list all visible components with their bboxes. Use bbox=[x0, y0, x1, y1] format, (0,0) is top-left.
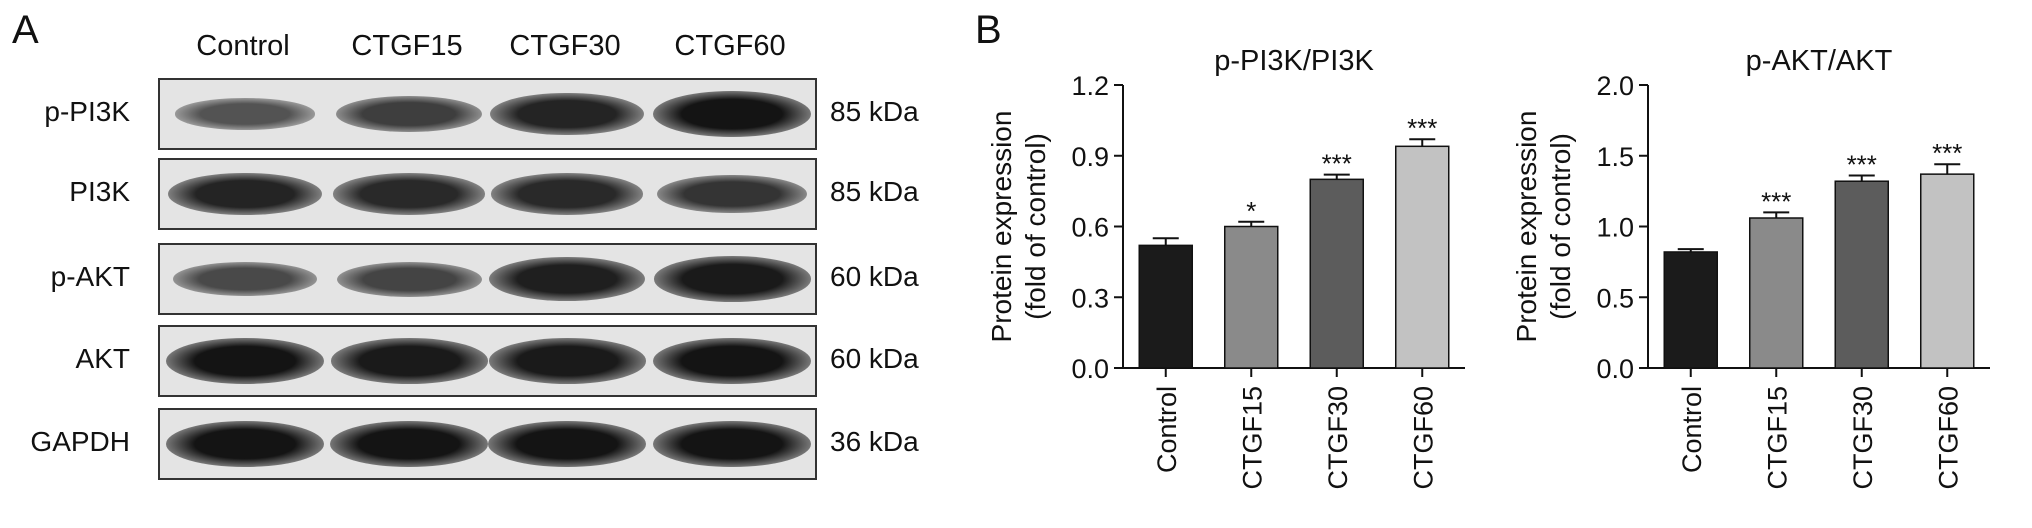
blot-strip bbox=[158, 408, 817, 480]
significance-marker: *** bbox=[1761, 186, 1791, 216]
y-tick-label: 1.0 bbox=[1596, 213, 1634, 243]
y-tick-label: 0.5 bbox=[1596, 283, 1634, 313]
bar-ctgf60 bbox=[1394, 145, 1450, 369]
blot-band bbox=[165, 420, 325, 468]
blot-row-label: p-AKT bbox=[50, 261, 130, 292]
significance-marker: *** bbox=[1407, 113, 1437, 143]
lane-header-ctgf30: CTGF30 bbox=[509, 30, 621, 62]
panel-a-letter: A bbox=[12, 8, 39, 52]
y-tick-label: 0.3 bbox=[1071, 283, 1109, 313]
x-tick-label: Control bbox=[1152, 386, 1182, 473]
x-tick-label: CTGF60 bbox=[1933, 386, 1963, 490]
bar-ctgf15 bbox=[1223, 225, 1279, 369]
x-tick-label: CTGF30 bbox=[1848, 386, 1878, 490]
blot-band bbox=[332, 173, 486, 215]
chart-p-akt: p-AKT/AKT Protein expression (fold of cont… bbox=[1511, 45, 1990, 490]
blot-band bbox=[336, 261, 482, 297]
blot-band bbox=[489, 256, 645, 302]
y-axis-label-unit: (fold of control) bbox=[1020, 133, 1051, 320]
chart-title: p-AKT/AKT bbox=[1746, 45, 1893, 77]
y-axis-label: Protein expression bbox=[986, 111, 1017, 343]
blot-band bbox=[652, 90, 812, 138]
y-axis-label: Protein expression bbox=[1511, 111, 1542, 343]
lane-header-ctgf15: CTGF15 bbox=[351, 30, 463, 62]
blot-row-label: p-PI3K bbox=[44, 96, 130, 127]
panel-b-letter: B bbox=[975, 8, 1002, 52]
blot-band bbox=[329, 420, 489, 468]
blot-kda-label: 60 kDa bbox=[830, 343, 919, 374]
blot-strip bbox=[158, 243, 817, 315]
blot-band bbox=[487, 420, 647, 468]
x-tick-label: CTGF15 bbox=[1762, 386, 1792, 490]
y-tick-label: 2.0 bbox=[1596, 71, 1634, 101]
x-tick-label: Control bbox=[1677, 386, 1707, 473]
x-tick-label: CTGF60 bbox=[1408, 386, 1438, 490]
blot-band bbox=[173, 262, 317, 296]
y-tick-label: 0.9 bbox=[1071, 142, 1109, 172]
x-tick-label: CTGF15 bbox=[1237, 386, 1267, 490]
blot-strip bbox=[158, 78, 817, 150]
blot-kda-label: 60 kDa bbox=[830, 261, 919, 292]
blot-band bbox=[168, 172, 322, 216]
significance-marker: *** bbox=[1322, 149, 1352, 179]
blot-band bbox=[165, 337, 325, 385]
y-tick-label: 1.5 bbox=[1596, 142, 1634, 172]
bar-ctgf60 bbox=[1919, 173, 1975, 369]
bar-ctgf15 bbox=[1748, 217, 1804, 369]
blot-band bbox=[174, 98, 316, 130]
blot-band bbox=[653, 256, 811, 302]
bar-control bbox=[1663, 251, 1719, 369]
bar-control bbox=[1138, 244, 1194, 369]
blot-row-label: PI3K bbox=[69, 176, 130, 207]
blot-band bbox=[652, 420, 812, 468]
significance-marker: *** bbox=[1932, 138, 1962, 168]
lane-header-ctgf60: CTGF60 bbox=[674, 30, 786, 62]
blot-strip bbox=[158, 325, 817, 397]
chart-title: p-PI3K/PI3K bbox=[1214, 45, 1374, 77]
significance-marker: *** bbox=[1847, 150, 1877, 180]
blot-row-label: AKT bbox=[75, 343, 130, 374]
chart-p-pi3k: p-PI3K/PI3K Protein expression (fold of co… bbox=[986, 45, 1465, 490]
blot-band bbox=[335, 95, 483, 133]
blot-kda-label: 85 kDa bbox=[830, 176, 919, 207]
blot-band bbox=[488, 338, 646, 384]
y-tick-label: 0.0 bbox=[1596, 354, 1634, 384]
blot-band bbox=[490, 173, 644, 215]
blot-strip bbox=[158, 158, 817, 230]
blot-band bbox=[657, 174, 807, 214]
y-tick-label: 0.0 bbox=[1071, 354, 1109, 384]
bar-ctgf30 bbox=[1309, 178, 1365, 369]
blot-band bbox=[652, 337, 812, 385]
y-axis-label-unit: (fold of control) bbox=[1545, 133, 1576, 320]
y-tick-label: 1.2 bbox=[1071, 71, 1109, 101]
x-tick-label: CTGF30 bbox=[1323, 386, 1353, 490]
blot-kda-label: 36 kDa bbox=[830, 426, 919, 457]
blot-row-label: GAPDH bbox=[30, 426, 130, 457]
bar-ctgf30 bbox=[1834, 180, 1890, 369]
y-tick-label: 0.6 bbox=[1071, 213, 1109, 243]
blot-band bbox=[490, 92, 644, 136]
significance-marker: * bbox=[1246, 196, 1256, 226]
blot-band bbox=[330, 338, 488, 384]
lane-header-control: Control bbox=[196, 30, 290, 62]
blot-kda-label: 85 kDa bbox=[830, 96, 919, 127]
